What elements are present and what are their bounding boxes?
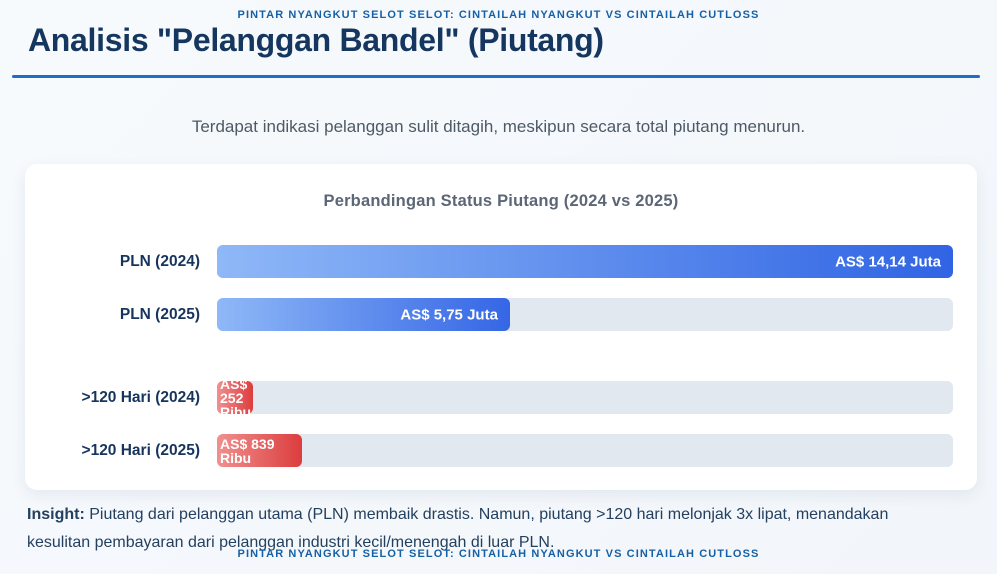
- bar-pln-2024[interactable]: AS$ 14,14 Juta: [217, 245, 953, 278]
- chart-row-120hari-2024: >120 Hari (2024) AS$ 252 Ribu: [25, 377, 953, 419]
- chart-title: Perbandingan Status Piutang (2024 vs 202…: [323, 192, 679, 210]
- axis-label: PLN (2025): [119, 305, 200, 323]
- bar-track: AS$ 14,14 Juta: [217, 245, 953, 278]
- page-subtitle: Terdapat indikasi pelanggan sulit ditagi…: [191, 117, 806, 136]
- chart-row-pln-2024: PLN (2024) AS$ 14,14 Juta: [25, 245, 953, 278]
- bar-pln-2025[interactable]: AS$ 5,75 Juta: [217, 298, 510, 331]
- bar-120hari-2025[interactable]: AS$ 839 Ribu: [217, 434, 303, 467]
- page-title: Analisis "Pelanggan Bandel" (Piutang): [28, 22, 604, 58]
- top-banner: PINTAR NYANGKUT SELOT SELOT: CINTAILAH N…: [237, 9, 760, 21]
- bar-value-label: AS$ 252 Ribu: [220, 375, 252, 420]
- bar-track: AS$ 839 Ribu: [217, 434, 953, 467]
- bar-value-label: AS$ 839 Ribu: [220, 435, 275, 466]
- title-divider: [12, 75, 980, 78]
- bar-120hari-2024[interactable]: AS$ 252 Ribu: [217, 377, 254, 419]
- bar-value-label: AS$ 14,14 Juta: [835, 253, 941, 270]
- chart-card: Perbandingan Status Piutang (2024 vs 202…: [25, 164, 977, 490]
- chart-row-120hari-2025: >120 Hari (2025) AS$ 839 Ribu: [25, 434, 953, 467]
- axis-label: >120 Hari (2024): [81, 388, 200, 406]
- bar-track: AS$ 252 Ribu: [217, 377, 953, 419]
- bottom-banner: PINTAR NYANGKUT SELOT SELOT: CINTAILAH N…: [237, 548, 760, 560]
- insight-prefix: Insight:: [27, 506, 85, 523]
- bar-track: AS$ 5,75 Juta: [217, 298, 953, 331]
- axis-label: >120 Hari (2025): [81, 441, 200, 459]
- axis-label: PLN (2024): [119, 252, 200, 270]
- bar-value-label: AS$ 5,75 Juta: [400, 306, 498, 323]
- insight-body: Piutang dari pelanggan utama (PLN) memba…: [27, 506, 889, 551]
- chart-row-pln-2025: PLN (2025) AS$ 5,75 Juta: [25, 298, 953, 331]
- insight-text: Insight: Piutang dari pelanggan utama (P…: [27, 501, 951, 556]
